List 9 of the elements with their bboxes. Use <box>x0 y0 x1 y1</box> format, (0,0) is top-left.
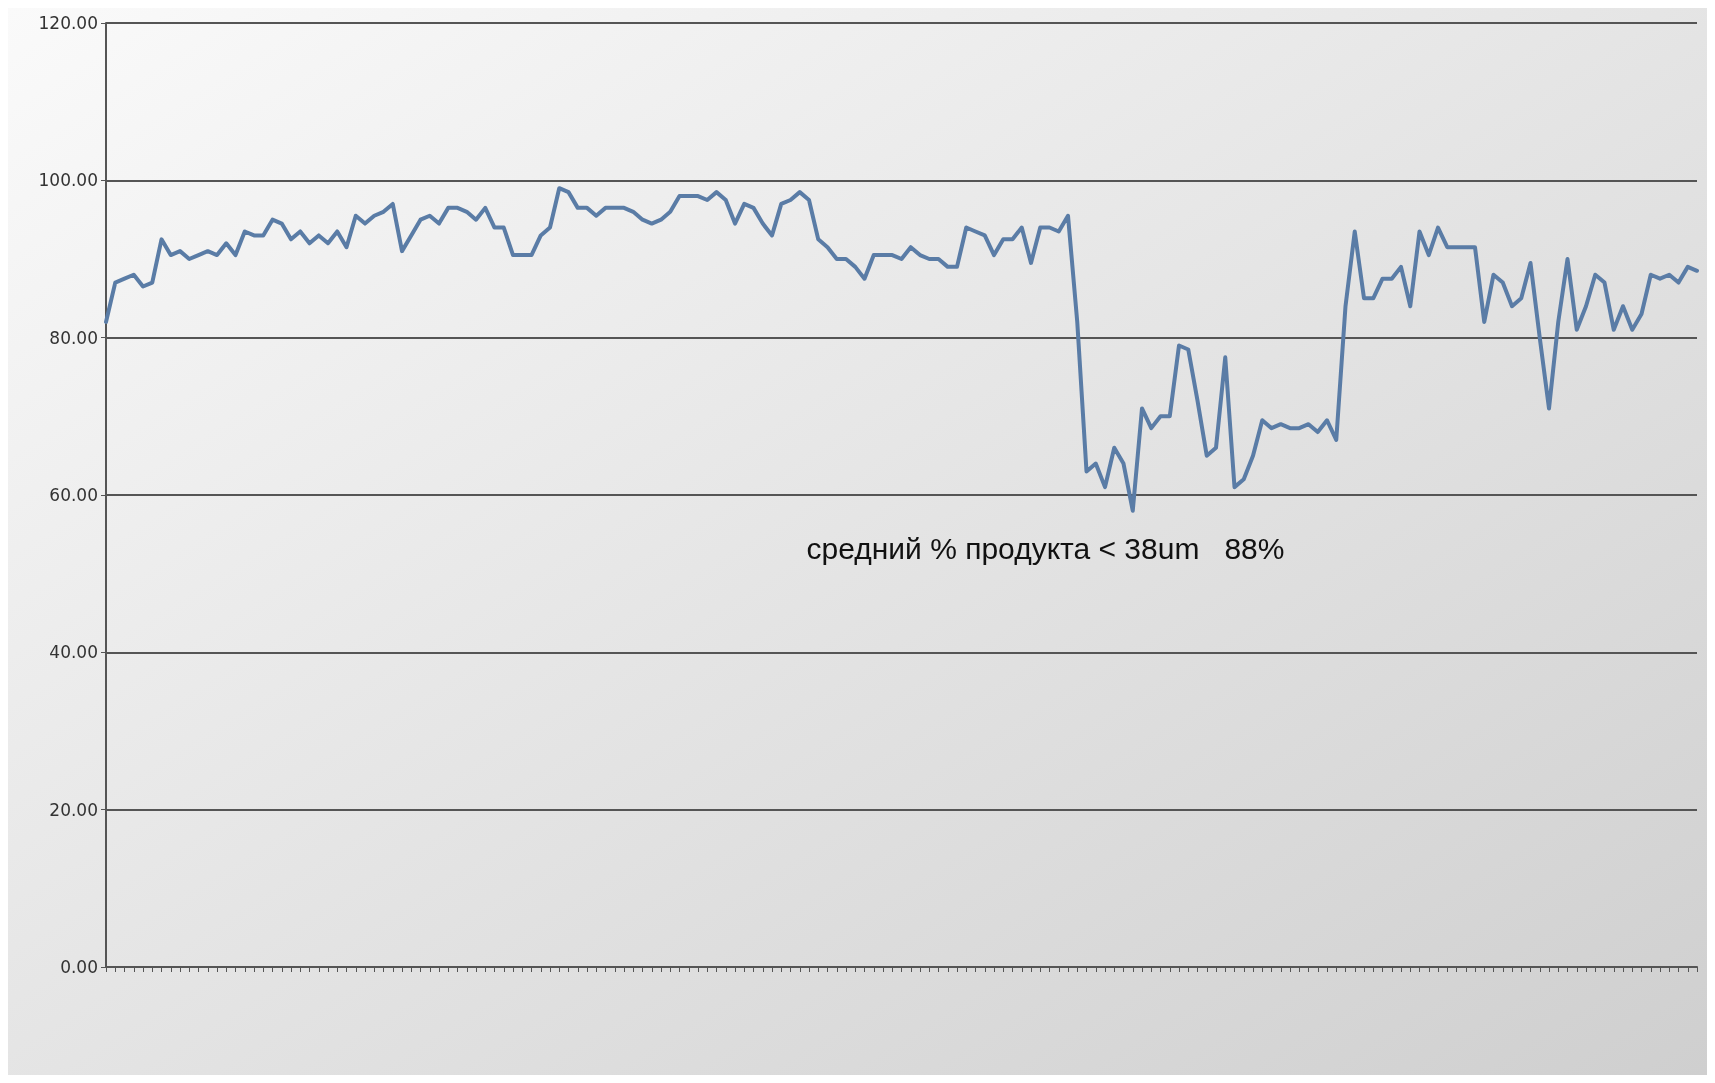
line-series <box>104 186 1699 513</box>
annotation: средний % продукта < 38um 88% <box>806 531 1285 565</box>
y-tick-label: 20.00 <box>49 799 98 820</box>
y-tick-label: 60.00 <box>49 485 98 505</box>
y-tick-label: 100.00 <box>38 170 98 191</box>
y-tick-label: 120.00 <box>38 13 98 33</box>
y-tick-label: 40.00 <box>49 642 98 663</box>
y-tick-label: 80.00 <box>49 327 98 348</box>
y-tick-label: 0.00 <box>60 957 98 977</box>
